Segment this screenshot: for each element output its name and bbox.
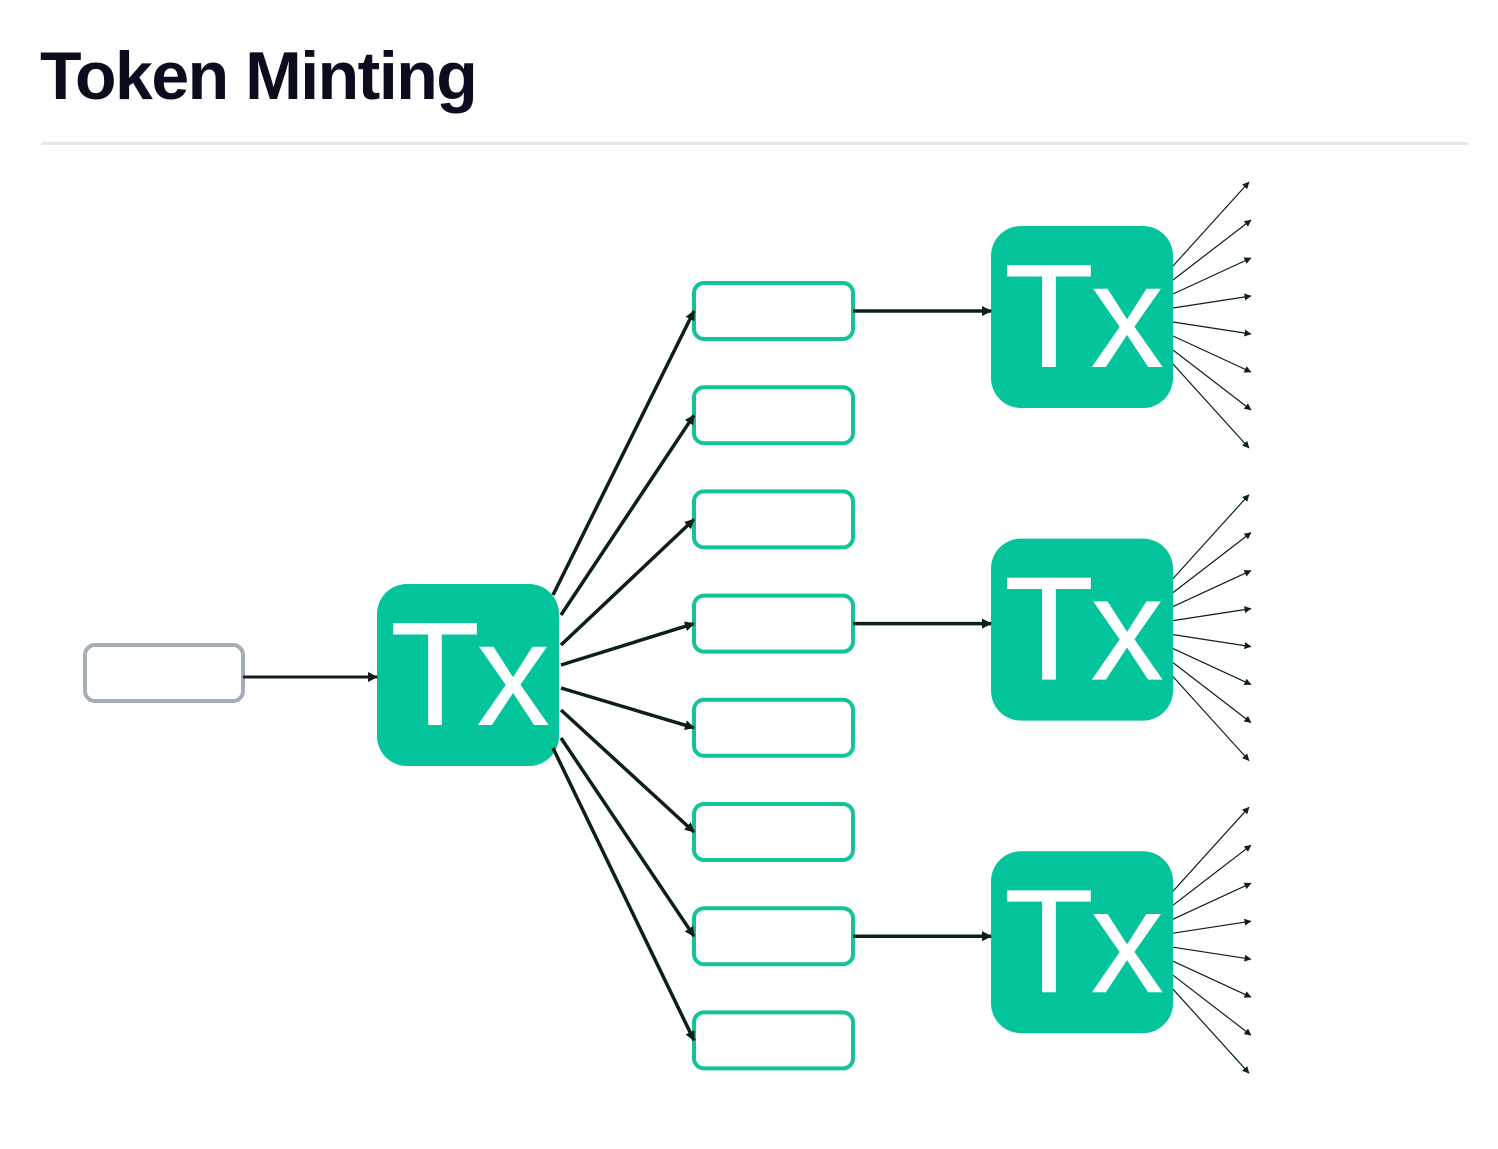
child-tx-2-box bbox=[991, 538, 1173, 721]
arrow-child-tx-3-output-8 bbox=[1172, 988, 1250, 1074]
arrow-child-tx-1-output-1 bbox=[1172, 181, 1250, 267]
arrow-child-tx-3-output-5 bbox=[1172, 946, 1252, 962]
arrow-child-tx-3-output-6 bbox=[1172, 960, 1252, 998]
arrow-root-tx-to-output-5 bbox=[560, 686, 695, 731]
child-tx-2: Tx bbox=[991, 538, 1173, 721]
arrow-child-tx-2-output-7 bbox=[1172, 662, 1252, 724]
output-box-3 bbox=[692, 489, 855, 550]
arrow-root-tx-to-output-1 bbox=[551, 310, 696, 596]
arrow-root-tx-to-output-2 bbox=[559, 414, 696, 616]
child-tx-1-box bbox=[991, 226, 1173, 408]
arrow-root-tx-to-output-3 bbox=[559, 518, 696, 647]
arrow-child-tx-1-output-8 bbox=[1172, 363, 1250, 449]
arrow-root-tx-to-output-4 bbox=[560, 621, 695, 667]
arrow-child-tx-2-output-5 bbox=[1172, 634, 1252, 650]
arrow-child-tx-2-output-2 bbox=[1172, 532, 1252, 594]
arrow-child-tx-3-output-2 bbox=[1172, 844, 1252, 906]
arrow-child-tx-1-output-4 bbox=[1172, 293, 1252, 309]
arrow-child-tx-1-output-2 bbox=[1172, 219, 1252, 281]
child-tx-3-label: Tx bbox=[1004, 859, 1163, 1024]
arrow-child-tx-2-output-3 bbox=[1172, 570, 1252, 608]
root-tx: Tx bbox=[377, 584, 559, 766]
output-box-8 bbox=[692, 1010, 855, 1071]
output-box-1 bbox=[692, 281, 855, 341]
arrow-child-tx-1-output-3 bbox=[1172, 257, 1252, 295]
child-tx-2-label: Tx bbox=[1004, 547, 1163, 712]
root-tx-label: Tx bbox=[390, 592, 549, 757]
output-box-4 bbox=[692, 593, 855, 654]
output-box-2 bbox=[692, 385, 855, 446]
arrow-child-tx-1-output-5 bbox=[1172, 321, 1252, 337]
arrow-child-tx-3-output-4 bbox=[1172, 918, 1252, 934]
output-box-6 bbox=[692, 802, 855, 862]
title-divider bbox=[41, 142, 1468, 145]
arrow-child-tx-1-output-6 bbox=[1172, 335, 1252, 373]
root-tx-box bbox=[377, 584, 559, 766]
arrow-child-tx-2-output-6 bbox=[1172, 648, 1252, 686]
arrow-child-tx-1-output-7 bbox=[1172, 349, 1252, 411]
child-tx-1-label: Tx bbox=[1004, 234, 1163, 399]
arrow-root-tx-to-output-7 bbox=[559, 737, 696, 938]
child-tx-3-box bbox=[991, 851, 1173, 1034]
arrow-root-tx-to-output-8 bbox=[551, 747, 696, 1042]
arrow-child-tx-2-output-4 bbox=[1172, 606, 1252, 622]
arrow-root-tx-to-output-6 bbox=[559, 708, 696, 834]
root-input-box bbox=[83, 643, 245, 703]
output-box-7 bbox=[692, 906, 855, 967]
arrow-child-tx-3-output-1 bbox=[1172, 806, 1250, 892]
child-tx-1: Tx bbox=[991, 226, 1173, 408]
arrow-child-tx-2-output-8 bbox=[1172, 676, 1250, 762]
arrow-child-tx-2-output-1 bbox=[1172, 494, 1250, 580]
arrow-child-tx-3-output-3 bbox=[1172, 882, 1252, 920]
child-tx-3: Tx bbox=[991, 851, 1173, 1034]
arrow-child-tx-3-output-7 bbox=[1172, 974, 1252, 1036]
output-box-5 bbox=[692, 697, 855, 758]
page-title: Token Minting bbox=[40, 38, 478, 114]
